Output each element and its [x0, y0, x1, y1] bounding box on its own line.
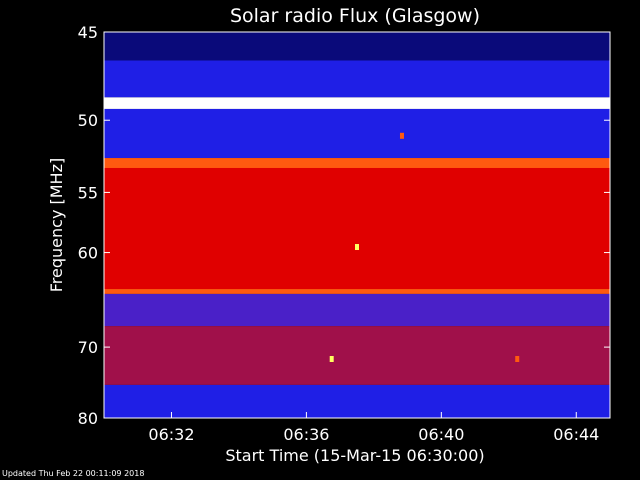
burst-mark: [355, 244, 359, 251]
x-tick-label: 06:44: [553, 425, 599, 444]
frequency-band: [104, 384, 610, 418]
frequency-band: [104, 97, 610, 109]
x-tick-label: 06:40: [418, 425, 464, 444]
burst-mark: [399, 132, 404, 139]
chart-title: Solar radio Flux (Glasgow): [230, 5, 480, 27]
y-tick-label: 45: [78, 23, 98, 42]
y-tick-label: 60: [78, 244, 98, 263]
burst-mark: [329, 356, 334, 363]
frequency-band: [104, 108, 610, 159]
frequency-band: [104, 293, 610, 327]
heatmap-area: [104, 32, 610, 418]
burst-mark: [515, 356, 520, 363]
x-tick-label: 06:36: [283, 425, 329, 444]
x-tick-label: 06:32: [148, 425, 194, 444]
updated-timestamp: Updated Thu Feb 22 00:11:09 2018: [2, 469, 145, 478]
y-tick-label: 70: [78, 338, 98, 357]
y-tick-label: 55: [78, 183, 98, 202]
x-axis: 06:32 06:36 06:40 06:44: [148, 412, 599, 444]
x-axis-label: Start Time (15-Mar-15 06:30:00): [225, 446, 484, 465]
frequency-band: [104, 326, 610, 385]
frequency-band: [104, 289, 610, 294]
frequency-band: [104, 158, 610, 168]
frequency-band: [104, 167, 610, 290]
y-tick-label: 80: [78, 409, 98, 428]
plot-frame: [103, 31, 611, 419]
frequency-band: [104, 60, 610, 98]
y-tick-label: 50: [78, 111, 98, 130]
frequency-band: [104, 32, 610, 61]
y-axis: 45 50 55 60 70 80: [78, 23, 610, 428]
y-axis-label: Frequency [MHz]: [47, 158, 66, 292]
